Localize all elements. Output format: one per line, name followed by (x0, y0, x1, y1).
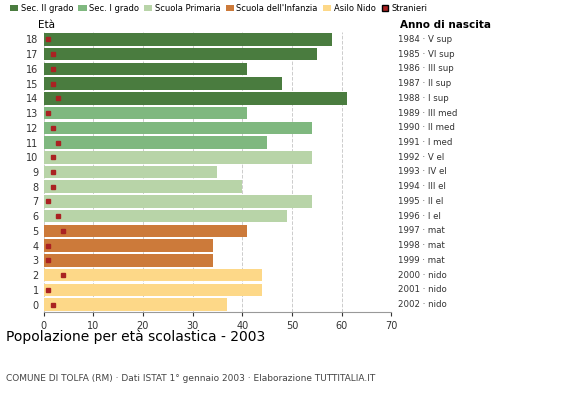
Text: 1988 · I sup: 1988 · I sup (398, 94, 449, 103)
Bar (44, 122, 312, 134)
Legend: Sec. II grado, Sec. I grado, Scuola Primaria, Scuola dell'Infanzia, Asilo Nido, : Sec. II grado, Sec. I grado, Scuola Prim… (10, 4, 427, 13)
Text: 1995 · II el: 1995 · II el (398, 197, 443, 206)
Text: 1999 · mat: 1999 · mat (398, 256, 445, 265)
Text: 1985 · VI sup: 1985 · VI sup (398, 50, 455, 59)
Text: 1987 · II sup: 1987 · II sup (398, 79, 451, 88)
Text: Anno di nascita: Anno di nascita (400, 20, 491, 30)
Text: Popolazione per età scolastica - 2003: Popolazione per età scolastica - 2003 (6, 330, 265, 344)
Bar (44, 195, 312, 208)
Text: 1989 · III med: 1989 · III med (398, 108, 457, 118)
Bar (44, 136, 267, 149)
Bar (44, 48, 317, 60)
Text: 1990 · II med: 1990 · II med (398, 123, 455, 132)
Bar (44, 33, 332, 46)
Bar (44, 210, 287, 222)
Text: 1996 · I el: 1996 · I el (398, 212, 441, 221)
Text: 1998 · mat: 1998 · mat (398, 241, 445, 250)
Text: 1992 · V el: 1992 · V el (398, 153, 444, 162)
Bar (44, 166, 218, 178)
Text: 2001 · nido: 2001 · nido (398, 285, 447, 294)
Bar (44, 107, 247, 119)
Bar (44, 62, 247, 75)
Text: 1997 · mat: 1997 · mat (398, 226, 445, 236)
Text: 1986 · III sup: 1986 · III sup (398, 64, 454, 73)
Bar (44, 269, 262, 282)
Text: 1994 · III el: 1994 · III el (398, 182, 446, 191)
Text: 1993 · IV el: 1993 · IV el (398, 168, 447, 176)
Text: 1991 · I med: 1991 · I med (398, 138, 452, 147)
Text: COMUNE DI TOLFA (RM) · Dati ISTAT 1° gennaio 2003 · Elaborazione TUTTITALIA.IT: COMUNE DI TOLFA (RM) · Dati ISTAT 1° gen… (6, 374, 375, 383)
Text: Età: Età (38, 20, 55, 30)
Bar (44, 77, 282, 90)
Bar (44, 254, 212, 267)
Bar (44, 240, 212, 252)
Text: 2000 · nido: 2000 · nido (398, 271, 447, 280)
Bar (44, 284, 262, 296)
Bar (44, 298, 227, 311)
Text: 1984 · V sup: 1984 · V sup (398, 35, 452, 44)
Text: 2002 · nido: 2002 · nido (398, 300, 447, 309)
Bar (44, 180, 242, 193)
Bar (44, 92, 347, 104)
Bar (44, 151, 312, 164)
Bar (44, 225, 247, 237)
